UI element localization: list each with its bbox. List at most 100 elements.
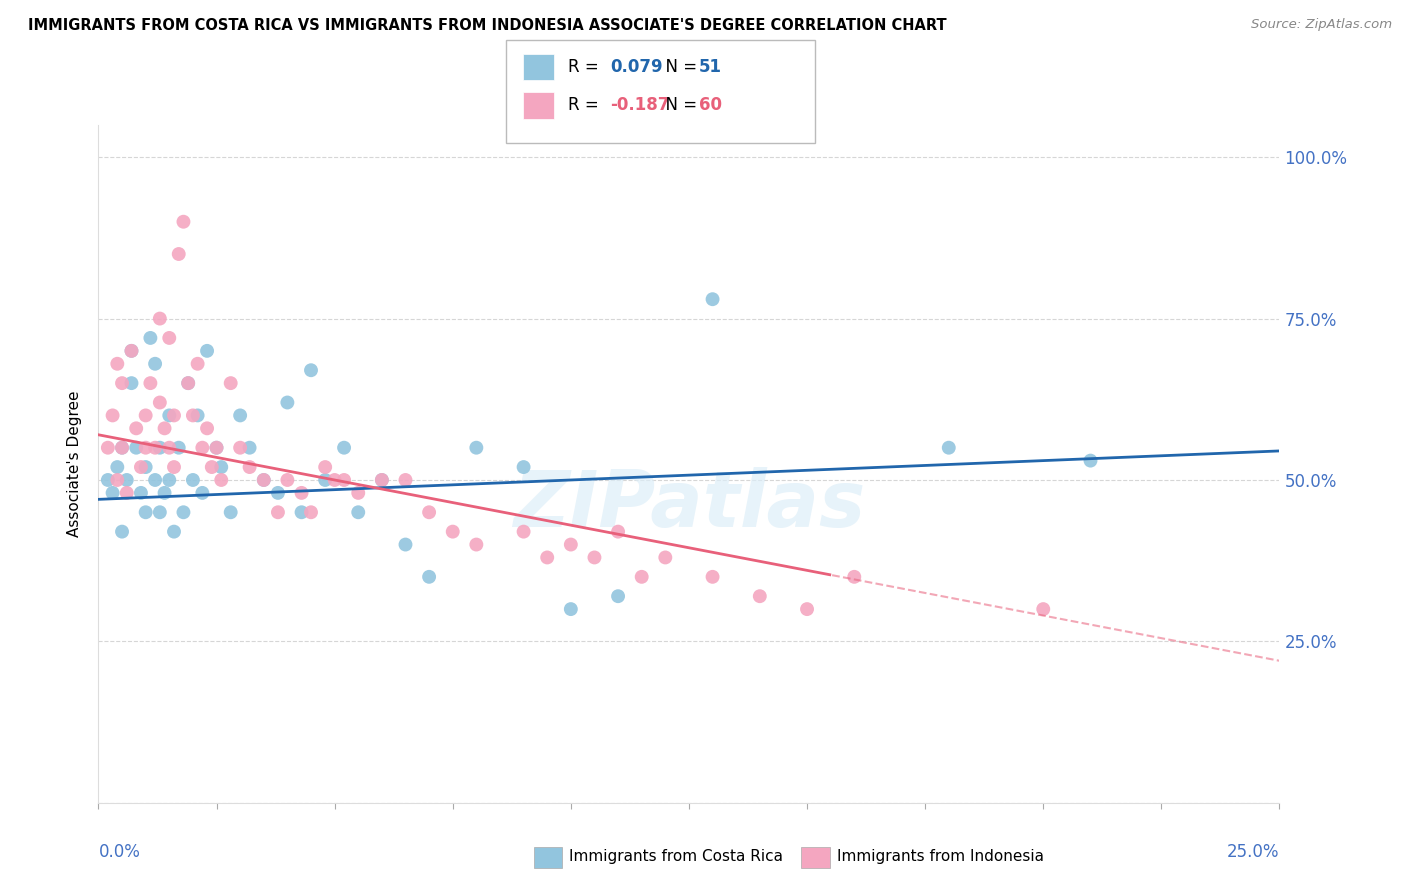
Point <box>111 376 134 391</box>
Point <box>239 460 262 475</box>
Point <box>347 486 370 500</box>
Point <box>191 441 214 455</box>
Text: 51: 51 <box>699 58 721 76</box>
Point <box>187 357 209 371</box>
Point <box>149 441 172 455</box>
Point <box>536 550 558 565</box>
Point <box>654 550 676 565</box>
Point <box>181 409 204 423</box>
Point <box>101 486 124 500</box>
Y-axis label: Associate's Degree: Associate's Degree <box>67 391 83 537</box>
Text: N =: N = <box>655 58 703 76</box>
Point <box>111 441 134 455</box>
Point <box>157 409 180 423</box>
Point <box>219 505 242 519</box>
Point <box>323 473 346 487</box>
Point <box>143 357 166 371</box>
Point <box>418 570 440 584</box>
Point <box>172 215 194 229</box>
Point <box>333 441 356 455</box>
Point <box>441 524 464 539</box>
Point <box>205 441 228 455</box>
Text: Immigrants from Indonesia: Immigrants from Indonesia <box>837 849 1043 863</box>
Point <box>630 570 652 584</box>
Point <box>314 460 336 475</box>
Point <box>276 395 298 409</box>
Point <box>129 486 152 500</box>
Point <box>167 441 190 455</box>
Point <box>748 589 770 603</box>
Point <box>135 505 157 519</box>
Point <box>153 486 176 500</box>
Point <box>229 409 252 423</box>
Text: R =: R = <box>568 58 605 76</box>
Point <box>163 524 186 539</box>
Point <box>512 460 534 475</box>
Point <box>418 505 440 519</box>
Point <box>209 460 232 475</box>
Text: IMMIGRANTS FROM COSTA RICA VS IMMIGRANTS FROM INDONESIA ASSOCIATE'S DEGREE CORRE: IMMIGRANTS FROM COSTA RICA VS IMMIGRANTS… <box>28 18 946 33</box>
Point <box>125 421 148 435</box>
Point <box>121 376 143 391</box>
Point <box>111 441 134 455</box>
Text: 25.0%: 25.0% <box>1227 843 1279 861</box>
Point <box>157 441 180 455</box>
Point <box>583 550 606 565</box>
Point <box>333 473 356 487</box>
Point <box>157 331 180 345</box>
Text: 60: 60 <box>699 96 721 114</box>
Point <box>135 460 157 475</box>
Point <box>1080 453 1102 467</box>
Point <box>219 376 242 391</box>
Point <box>121 343 143 358</box>
Point <box>465 537 488 551</box>
Point <box>239 441 262 455</box>
Point <box>702 292 724 306</box>
Point <box>111 524 134 539</box>
Point <box>97 473 120 487</box>
Point <box>187 409 209 423</box>
Point <box>290 505 312 519</box>
Point <box>314 473 336 487</box>
Point <box>105 473 128 487</box>
Point <box>560 537 582 551</box>
Point <box>371 473 394 487</box>
Text: R =: R = <box>568 96 605 114</box>
Point <box>135 441 157 455</box>
Point <box>115 473 138 487</box>
Point <box>163 409 186 423</box>
Point <box>347 505 370 519</box>
Point <box>267 486 290 500</box>
Point <box>105 357 128 371</box>
Point <box>290 486 312 500</box>
Point <box>253 473 276 487</box>
Point <box>512 524 534 539</box>
Text: N =: N = <box>655 96 703 114</box>
Point <box>209 473 232 487</box>
Point <box>607 589 630 603</box>
Point <box>276 473 298 487</box>
Point <box>1032 602 1054 616</box>
Point <box>143 441 166 455</box>
Point <box>149 311 172 326</box>
Point <box>129 460 152 475</box>
Text: Immigrants from Costa Rica: Immigrants from Costa Rica <box>569 849 783 863</box>
Point <box>115 486 138 500</box>
Text: ZIPatlas: ZIPatlas <box>513 467 865 542</box>
Point <box>201 460 224 475</box>
Point <box>125 441 148 455</box>
Point <box>149 505 172 519</box>
Point <box>177 376 200 391</box>
Point <box>97 441 120 455</box>
Point <box>465 441 488 455</box>
Point <box>229 441 252 455</box>
Point <box>181 473 204 487</box>
Point <box>149 395 172 409</box>
Text: Source: ZipAtlas.com: Source: ZipAtlas.com <box>1251 18 1392 31</box>
Point <box>177 376 200 391</box>
Point <box>299 505 322 519</box>
Point <box>195 421 218 435</box>
Point <box>105 460 128 475</box>
Point <box>153 421 176 435</box>
Point <box>205 441 228 455</box>
